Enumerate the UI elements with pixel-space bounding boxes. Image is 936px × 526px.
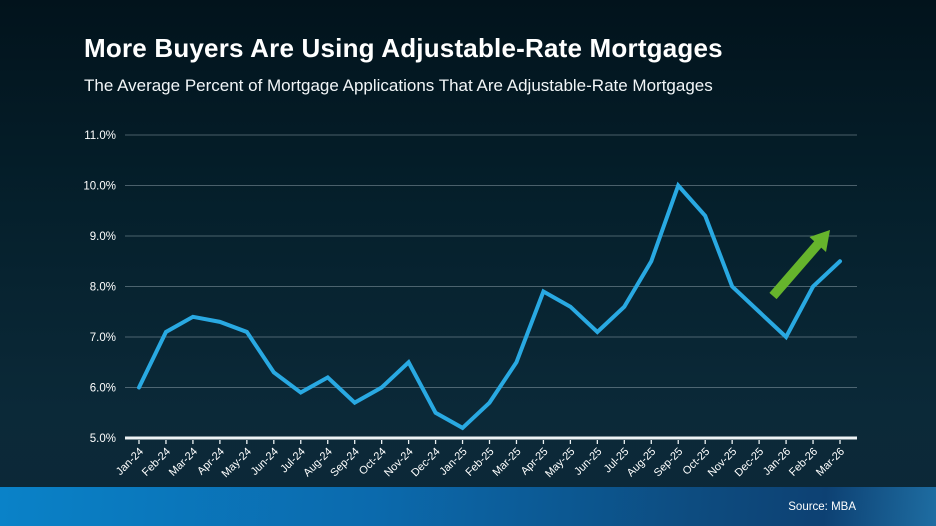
x-axis-tick-label: Mar-25 (490, 446, 523, 479)
x-axis-tick-label: Jan-26 (761, 446, 793, 478)
x-axis-tick-label: Nov-25 (706, 446, 740, 480)
x-axis-tick-label: Aug-24 (301, 446, 335, 480)
arm-share-line (137, 181, 842, 431)
x-axis-tick-label: Mar-26 (814, 446, 847, 479)
y-axis-tick-label: 7.0% (90, 332, 116, 344)
y-axis-tick-label: 8.0% (90, 282, 116, 294)
x-axis-tick-label: Jun-25 (572, 446, 604, 478)
y-axis-tick-label: 11.0% (84, 130, 116, 142)
y-axis-tick-label: 6.0% (90, 383, 116, 395)
footer-bar: Source: MBA (0, 487, 936, 526)
chart-subtitle: The Average Percent of Mortgage Applicat… (84, 76, 713, 95)
x-axis-tick-label: Feb-26 (787, 446, 820, 479)
x-axis-tick-label: Sep-24 (328, 446, 362, 480)
x-axis-tick-label: Jan-24 (114, 446, 146, 478)
x-axis-tick-label: Mar-24 (167, 446, 200, 479)
y-axis-tick-label: 5.0% (90, 433, 116, 445)
x-axis-tick-label: Aug-25 (625, 446, 659, 480)
x-axis-tick-label: Feb-24 (140, 446, 173, 479)
x-axis-tick-label: May-24 (220, 446, 254, 480)
x-axis-tick-label: Jun-24 (249, 446, 281, 478)
chart-title: More Buyers Are Using Adjustable-Rate Mo… (84, 33, 723, 63)
x-axis-tick-label: Dec-24 (409, 446, 443, 480)
y-axis-tick-label: 9.0% (90, 231, 116, 243)
x-axis-tick-label: Nov-24 (382, 446, 416, 480)
x-axis-tick-label: Sep-25 (652, 446, 686, 480)
x-axis-tick-label: Dec-25 (733, 446, 767, 480)
x-axis-tick-label: Jan-25 (437, 446, 469, 478)
x-axis-tick-label: May-25 (543, 446, 577, 480)
trend-arrow-head-icon (809, 230, 830, 252)
source-attribution: Source: MBA (788, 500, 856, 513)
trend-arrow-shaft (769, 239, 823, 300)
x-axis-tick-label: Feb-25 (463, 446, 496, 479)
y-axis-tick-label: 10.0% (83, 181, 116, 193)
